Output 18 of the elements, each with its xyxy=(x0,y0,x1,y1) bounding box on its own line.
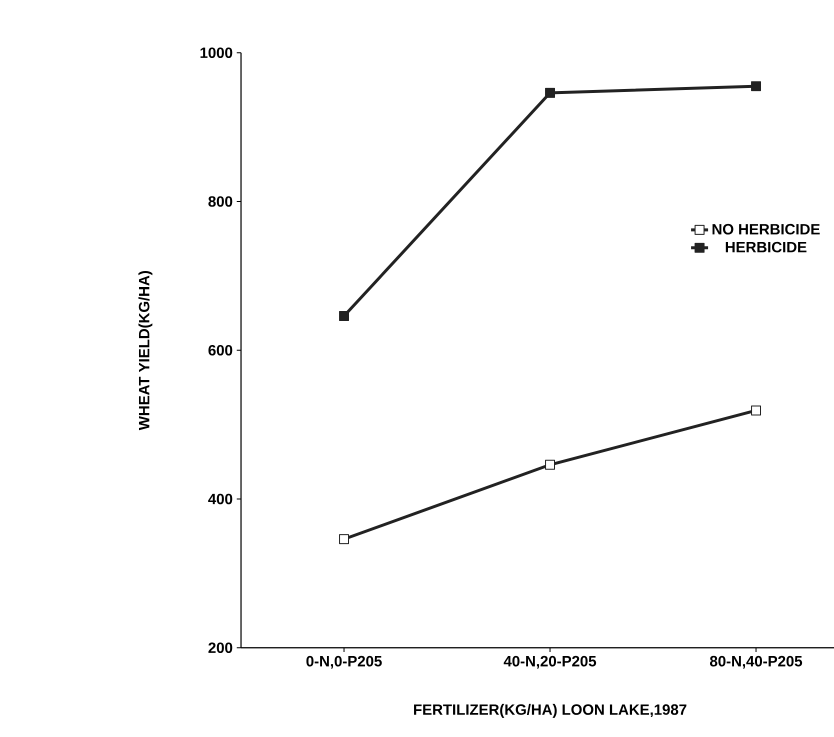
x-tick-label: 0-N,0-P205 xyxy=(306,656,382,669)
point xyxy=(545,460,556,470)
y-tick-label: 1000 xyxy=(200,47,232,58)
y-tick-label: 200 xyxy=(208,642,232,654)
y-tick-label: 400 xyxy=(208,494,232,504)
point xyxy=(545,88,556,98)
point xyxy=(751,81,762,92)
y-tick-label: 800 xyxy=(208,196,232,207)
y-axis-title: WHEAT YIELD(KG/HA) xyxy=(138,271,152,430)
x-axis-title: FERTILIZER(KG/HA) LOON LAKE,1987 xyxy=(414,704,686,718)
y-tick-label: 600 xyxy=(208,344,232,356)
point xyxy=(339,311,350,322)
point xyxy=(751,405,762,416)
x-tick-label: 40-N,20-P205 xyxy=(504,656,596,669)
point xyxy=(339,534,350,544)
legend-label: HERBICIDE xyxy=(726,242,806,252)
legend-label: NO HERBICIDE xyxy=(712,224,820,234)
x-tick-label: 80-N,40-P205 xyxy=(710,656,802,669)
